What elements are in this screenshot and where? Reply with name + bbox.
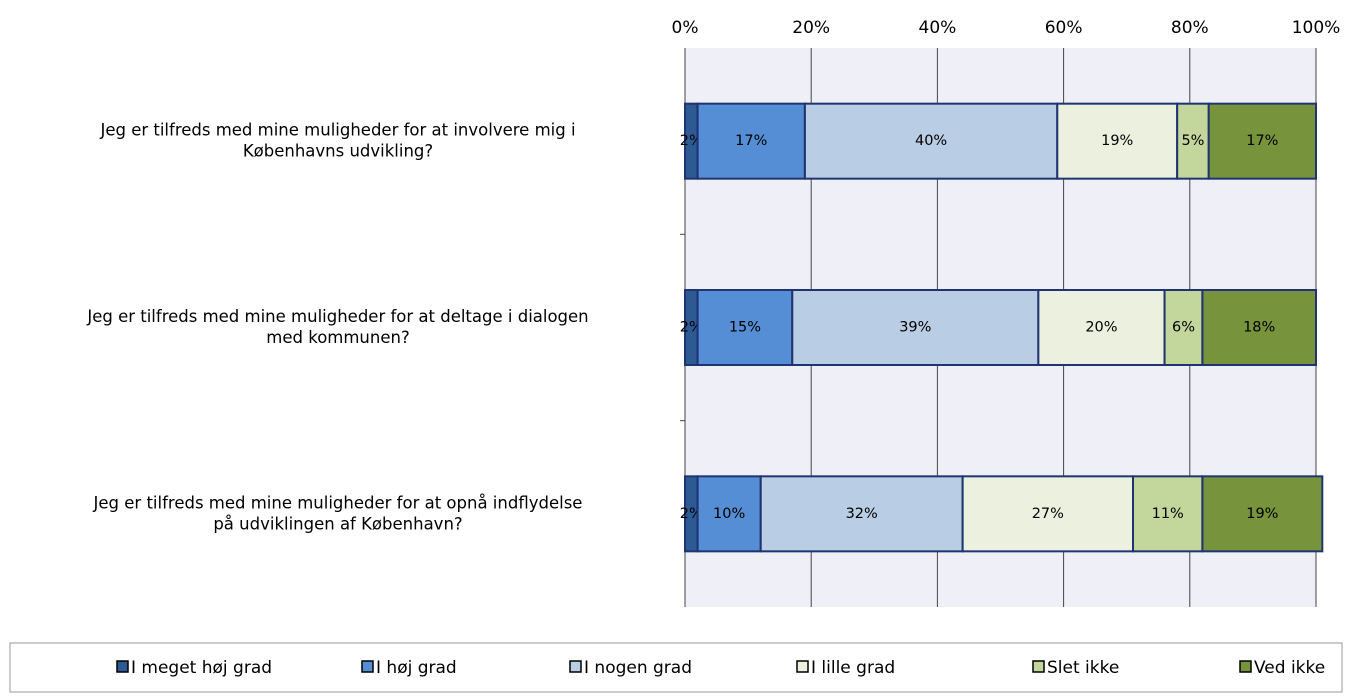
x-tick-label: 60%	[1045, 18, 1083, 38]
legend-swatch	[1032, 660, 1045, 673]
legend-label: I høj grad	[376, 658, 457, 678]
bar-segment	[759, 475, 964, 553]
x-tick-label: 40%	[919, 18, 957, 38]
legend-swatch	[361, 660, 374, 673]
data-label: 20%	[1085, 320, 1117, 336]
legend-swatch	[116, 660, 129, 673]
bar-segment	[1056, 102, 1179, 180]
bar-segment	[696, 289, 794, 366]
data-label: 5%	[1181, 133, 1204, 149]
bar-segment	[791, 289, 1040, 366]
data-label: 18%	[1243, 320, 1275, 336]
x-tick-label: 0%	[672, 18, 699, 38]
bar-segment	[1201, 289, 1318, 366]
y-tick-label: Jeg er tilfreds med mine muligheder for …	[93, 493, 583, 533]
bar-segment	[1176, 102, 1210, 180]
data-label: 27%	[1032, 506, 1064, 522]
data-label: 19%	[1246, 506, 1278, 522]
data-label: 6%	[1172, 320, 1195, 336]
x-tick-label: 80%	[1171, 18, 1209, 38]
legend-box	[9, 642, 1343, 693]
legend-swatch	[569, 660, 582, 673]
x-tick-label: 100%	[1292, 18, 1341, 38]
legend-swatch	[1239, 660, 1252, 673]
bar-segment	[1201, 475, 1324, 553]
data-label: 17%	[1246, 133, 1278, 149]
bar-segment	[696, 475, 762, 553]
data-label: 32%	[846, 506, 878, 522]
data-label: 19%	[1101, 133, 1133, 149]
legend-label: I meget høj grad	[131, 658, 272, 678]
data-label: 39%	[899, 320, 931, 336]
data-label: 40%	[915, 133, 947, 149]
data-label: 17%	[735, 133, 767, 149]
data-label: 10%	[713, 506, 745, 522]
data-label: 15%	[729, 320, 761, 336]
legend-swatch	[796, 660, 809, 673]
x-tick-label: 20%	[792, 18, 830, 38]
y-tick-label: Jeg er tilfreds med mine muligheder for …	[86, 307, 588, 347]
legend-label: I lille grad	[811, 658, 895, 678]
data-label: 11%	[1152, 506, 1184, 522]
bar-segment	[1037, 289, 1166, 366]
bar-segment	[961, 475, 1135, 553]
legend-label: Slet ikke	[1047, 658, 1119, 678]
y-tick-label: Jeg er tilfreds med mine muligheder for …	[99, 120, 575, 160]
legend-label: Ved ikke	[1254, 658, 1325, 678]
bar-segment	[1132, 475, 1204, 553]
legend-label: I nogen grad	[584, 658, 692, 678]
bar-segment	[1207, 102, 1317, 180]
